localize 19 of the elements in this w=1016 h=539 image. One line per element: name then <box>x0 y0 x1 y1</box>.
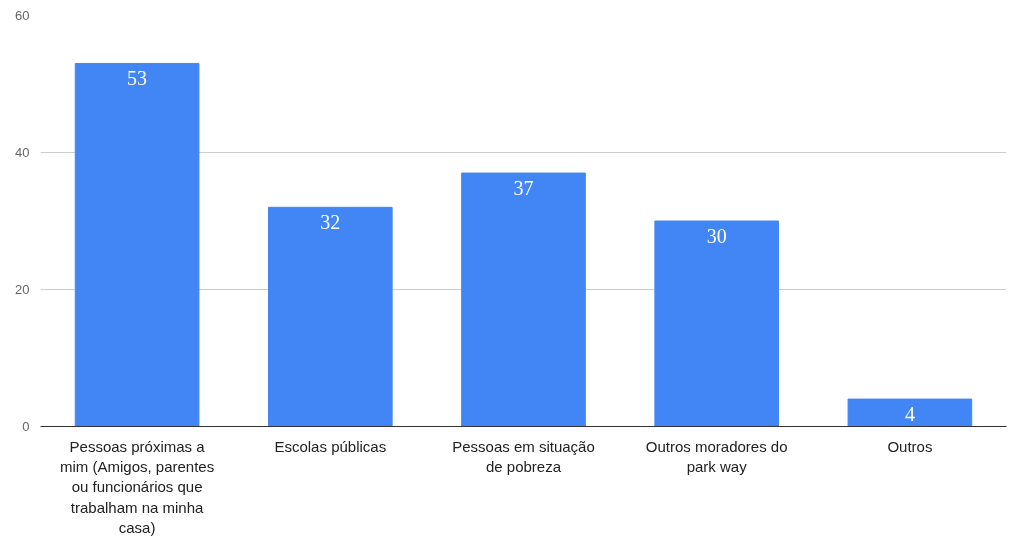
y-tick-label: 20 <box>15 282 30 297</box>
bar <box>267 206 393 427</box>
bar <box>847 398 973 427</box>
x-tick-label: Pessoas próximas a mim (Amigos, parentes ou funcionários que trabalham na minha casa) <box>59 437 215 537</box>
data-label: 4 <box>904 403 915 426</box>
bar <box>654 220 780 427</box>
data-label: 37 <box>513 177 534 200</box>
x-tick-label: Outros <box>887 437 933 455</box>
data-label: 53 <box>127 67 148 90</box>
x-tick-label: Outros moradores do park way <box>645 437 788 475</box>
bar <box>461 172 586 427</box>
y-tick-label: 0 <box>22 419 30 434</box>
data-label: 32 <box>320 211 341 234</box>
data-label: 30 <box>706 225 727 247</box>
bar <box>74 62 200 427</box>
x-tick-label: Escolas públicas <box>274 437 387 455</box>
y-tick-label: 60 <box>15 8 30 23</box>
y-tick-label: 40 <box>15 145 30 160</box>
x-tick-label: Pessoas em situação de pobreza <box>452 437 595 475</box>
